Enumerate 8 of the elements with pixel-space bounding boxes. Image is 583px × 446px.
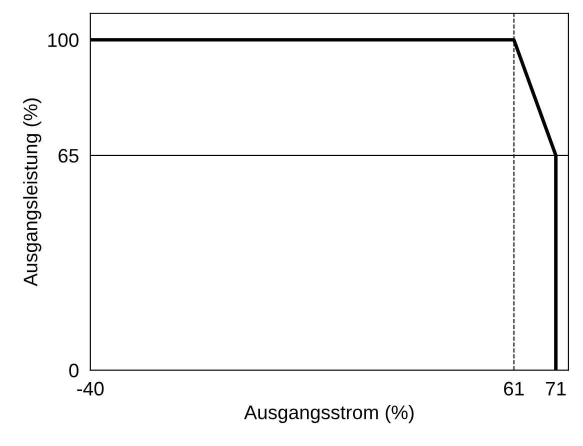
x-axis-title: Ausgangsstrom (%) xyxy=(244,404,414,424)
y-axis-title: Ausgangsleistung (%) xyxy=(23,98,42,286)
x-tick-label: 71 xyxy=(546,382,566,396)
y-tick-label: 100 xyxy=(48,33,78,48)
x-tick-label: 61 xyxy=(504,382,524,396)
y-tick-label: 0 xyxy=(69,364,78,378)
y-tick-label: 65 xyxy=(58,148,78,163)
x-tick-label: -40 xyxy=(77,382,104,396)
